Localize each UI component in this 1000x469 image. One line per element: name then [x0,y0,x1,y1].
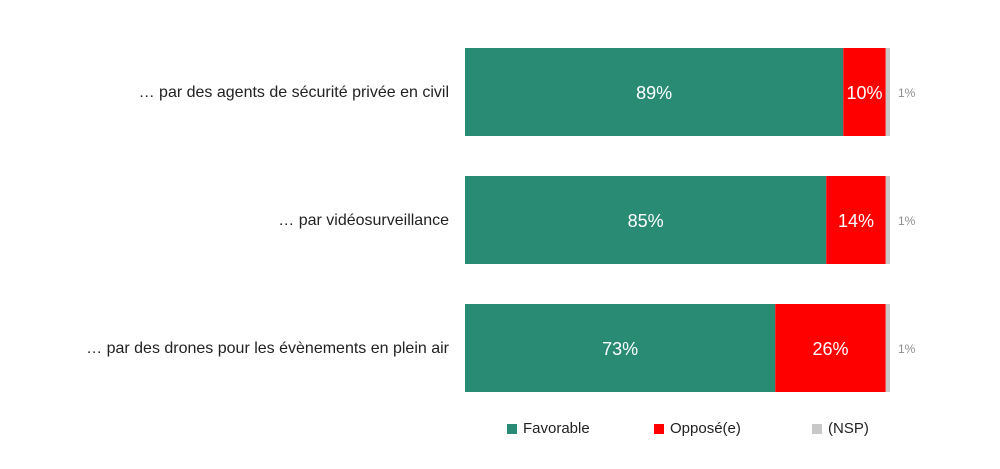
bar-segment-nsp [885,48,890,136]
legend: Favorable Opposé(e) (NSP) [0,420,1000,444]
data-label: 73% [602,339,638,359]
data-label: 85% [628,211,664,231]
legend-swatch-favorable [507,423,517,434]
legend-item-favorable: Favorable [507,420,590,437]
bar-segment-favorable [465,176,827,264]
data-label-nsp: 1% [898,342,916,356]
data-label-nsp: 1% [898,86,916,100]
bar-segment-oppose [775,304,886,392]
legend-swatch-nsp [812,423,822,434]
bar-segment-favorable [465,304,776,392]
data-label-nsp: 1% [898,214,916,228]
data-label: 26% [812,339,848,359]
data-label: 89% [636,83,672,103]
category-label: … par vidéosurveillance [278,212,449,229]
data-label: 14% [838,211,874,231]
bar-segment-oppose [843,48,886,136]
data-label: 10% [846,83,882,103]
legend-label-favorable: Favorable [523,420,590,437]
legend-label-nsp: (NSP) [828,420,869,437]
legend-item-oppose: Opposé(e) [654,420,741,437]
category-label: … par des agents de sécurité privée en c… [139,84,449,101]
category-label: … par des drones pour les évènements en … [86,340,450,357]
bar-segment-favorable [465,48,844,136]
bar-segment-nsp [885,304,890,392]
bar-segment-nsp [885,176,890,264]
legend-label-oppose: Opposé(e) [670,420,741,437]
bar-segment-oppose [826,176,886,264]
legend-swatch-oppose [654,423,664,434]
legend-item-nsp: (NSP) [812,420,869,437]
